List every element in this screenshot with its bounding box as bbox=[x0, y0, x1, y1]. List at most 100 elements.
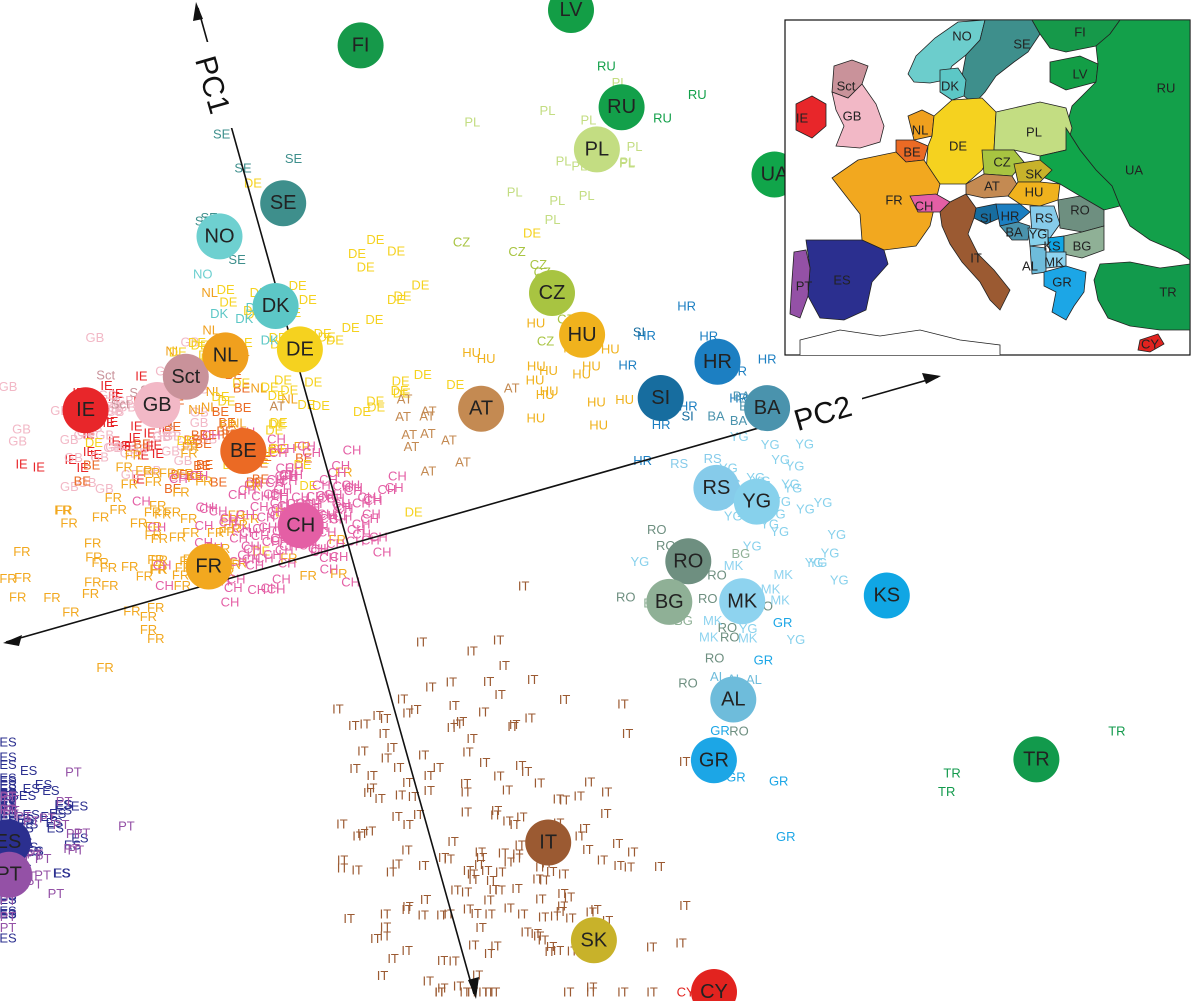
centroid-marker-no bbox=[196, 213, 243, 260]
pc2-axis-arrow-left bbox=[3, 635, 22, 646]
sample-point-it: IT bbox=[574, 829, 586, 844]
sample-point-hu: HU bbox=[601, 342, 620, 357]
sample-point-it: IT bbox=[456, 714, 468, 729]
sample-point-at: AT bbox=[441, 432, 457, 447]
centroid-label-bg: BG bbox=[655, 591, 684, 613]
sample-point-nl: NL bbox=[230, 415, 247, 430]
sample-point-es: ES bbox=[40, 809, 58, 824]
sample-point-ie: IE bbox=[15, 456, 28, 471]
sample-point-ch: CH bbox=[270, 488, 289, 503]
sample-point-hu: HU bbox=[526, 373, 545, 388]
sample-point-fr: FR bbox=[0, 571, 17, 586]
sample-point-yg: YG bbox=[631, 554, 650, 569]
sample-point-ch: CH bbox=[364, 493, 383, 508]
sample-point-ie: IE bbox=[108, 389, 121, 404]
sample-point-es: ES bbox=[0, 750, 17, 765]
centroid-marker-it bbox=[525, 819, 572, 866]
sample-point-it: IT bbox=[476, 850, 488, 865]
sample-point-be: BE bbox=[218, 415, 236, 430]
sample-point-it: IT bbox=[343, 911, 355, 926]
sample-point-it: IT bbox=[450, 883, 462, 898]
sample-point-hr: HR bbox=[679, 399, 698, 414]
sample-point-it: IT bbox=[357, 744, 369, 759]
sample-point-es: ES bbox=[0, 801, 17, 816]
sample-point-gb: GB bbox=[152, 429, 171, 444]
map-label-hu: HU bbox=[1025, 185, 1044, 200]
map-label-gb: GB bbox=[843, 109, 862, 124]
sample-point-pt: PT bbox=[23, 814, 40, 829]
sample-point-it: IT bbox=[380, 920, 392, 935]
sample-point-it: IT bbox=[627, 844, 639, 859]
sample-point-it: IT bbox=[602, 913, 614, 928]
centroid-label-es: ES bbox=[0, 831, 21, 853]
sample-point-fr: FR bbox=[169, 530, 186, 545]
sample-point-gb: GB bbox=[115, 393, 134, 408]
centroid-label-it: IT bbox=[539, 832, 557, 854]
centroid-label-be: BE bbox=[230, 440, 257, 462]
map-label-hr: HR bbox=[1001, 209, 1020, 224]
sample-point-it: IT bbox=[447, 720, 459, 735]
inset-map: NO SE FI DK LV RU Sct GB IE NL BE DE PL UA CZ SK AT HU FR C… bbox=[784, 19, 1191, 356]
sample-point-es: ES bbox=[54, 797, 72, 812]
sample-point-pt: PT bbox=[118, 818, 135, 833]
sample-point-ch: CH bbox=[209, 504, 228, 519]
sample-point-de: DE bbox=[392, 374, 410, 389]
sample-point-yg: YG bbox=[761, 437, 780, 452]
sample-point-pl: PL bbox=[464, 115, 480, 130]
sample-point-de: DE bbox=[304, 374, 322, 389]
sample-point-pl: PL bbox=[619, 155, 635, 170]
sample-point-it: IT bbox=[564, 889, 576, 904]
sample-point-ro: RO bbox=[698, 591, 718, 606]
sample-point-ch: CH bbox=[241, 538, 260, 553]
centroid-fr: FR bbox=[185, 543, 232, 590]
sample-point-ch: CH bbox=[278, 556, 297, 571]
sample-point-it: IT bbox=[387, 951, 399, 966]
sample-point-de: DE bbox=[268, 388, 286, 403]
sample-point-ch: CH bbox=[311, 542, 330, 557]
sample-point-it: IT bbox=[453, 978, 465, 993]
sample-point-pt: PT bbox=[68, 843, 85, 858]
sample-point-fr: FR bbox=[220, 512, 237, 527]
sample-point-be: BE bbox=[74, 474, 92, 489]
sample-point-gb: GB bbox=[60, 479, 79, 494]
sample-point-it: IT bbox=[559, 792, 571, 807]
map-label-rs: RS bbox=[1035, 211, 1053, 226]
sample-point-it: IT bbox=[416, 635, 428, 650]
sample-point-ch: CH bbox=[148, 520, 167, 535]
sample-point-at: AT bbox=[419, 408, 435, 423]
sample-point-pl: PL bbox=[627, 139, 643, 154]
sample-point-ch: CH bbox=[279, 473, 298, 488]
sample-point-fr: FR bbox=[143, 465, 160, 480]
sample-point-ch: CH bbox=[302, 445, 321, 460]
sample-point-ch: CH bbox=[358, 490, 377, 505]
sample-point-nl: NL bbox=[188, 402, 205, 417]
sample-point-ro: RO bbox=[647, 522, 667, 537]
centroid-hr: HR bbox=[694, 338, 741, 385]
sample-point-ch: CH bbox=[319, 511, 338, 526]
sample-point-it: IT bbox=[502, 814, 514, 829]
sample-point-ba: BA bbox=[730, 413, 748, 428]
sample-point-it: IT bbox=[408, 789, 420, 804]
map-label-se: SE bbox=[1013, 37, 1031, 52]
sample-point-be: BE bbox=[186, 468, 204, 483]
sample-point-ch: CH bbox=[306, 489, 325, 504]
sample-point-yg: YG bbox=[805, 555, 824, 570]
sample-point-ch: CH bbox=[228, 487, 247, 502]
sample-point-ru: RU bbox=[653, 111, 672, 126]
sample-point-yg: YG bbox=[743, 539, 762, 554]
sample-point-fr: FR bbox=[180, 511, 197, 526]
centroid-marker-sct bbox=[162, 353, 209, 400]
sample-point-it: IT bbox=[512, 850, 524, 865]
centroid-marker-si bbox=[637, 375, 684, 421]
sample-point-it: IT bbox=[675, 936, 687, 951]
sample-point-yg: YG bbox=[781, 477, 800, 492]
sample-point-it: IT bbox=[483, 892, 495, 907]
centroid-marker-hr bbox=[694, 338, 741, 385]
sample-point-es: ES bbox=[0, 781, 17, 796]
map-label-ks: KS bbox=[1043, 239, 1061, 254]
sample-point-al: AL bbox=[746, 672, 762, 687]
sample-point-it: IT bbox=[579, 821, 591, 836]
map-label-fi: FI bbox=[1074, 25, 1086, 40]
sample-point-ch: CH bbox=[275, 469, 294, 484]
sample-point-de: DE bbox=[353, 404, 371, 419]
